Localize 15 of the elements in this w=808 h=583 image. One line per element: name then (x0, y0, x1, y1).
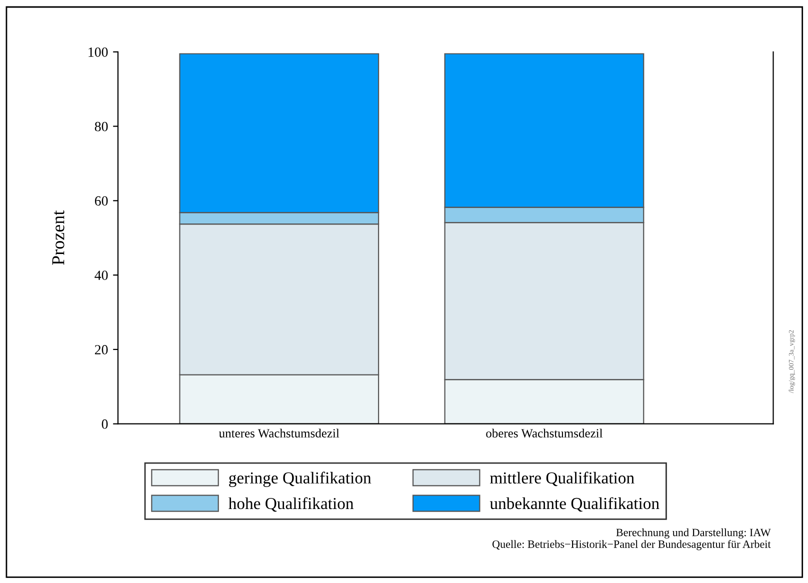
text: Berechnung und Darstellung: IAW (616, 528, 771, 538)
source-note: Quelle: Betriebs−Historik−Panel der Bundesagentur für Arbeit (492, 540, 771, 550)
y-tick-label: 100 (88, 47, 108, 57)
y-tick-label: 20 (94, 345, 108, 354)
legend-label: mittlere Qualifikation (490, 472, 634, 486)
legend-label: geringe Qualifikation (229, 472, 372, 488)
y-tick-label: 0 (102, 419, 108, 429)
y-tick-label: 80 (94, 122, 108, 132)
legend-label: hohe Qualifikation (228, 497, 354, 512)
y-axis-title: Prozent (52, 210, 64, 265)
y-tick-label: 40 (94, 270, 108, 280)
legend-label: unbekannte Qualifikation (490, 497, 660, 512)
x-tick-label: unteres Wachstumsdezil (218, 428, 340, 438)
x-tick-label: oberes Wachstumsdezil (486, 428, 603, 438)
y-tick-label: 60 (94, 196, 108, 206)
